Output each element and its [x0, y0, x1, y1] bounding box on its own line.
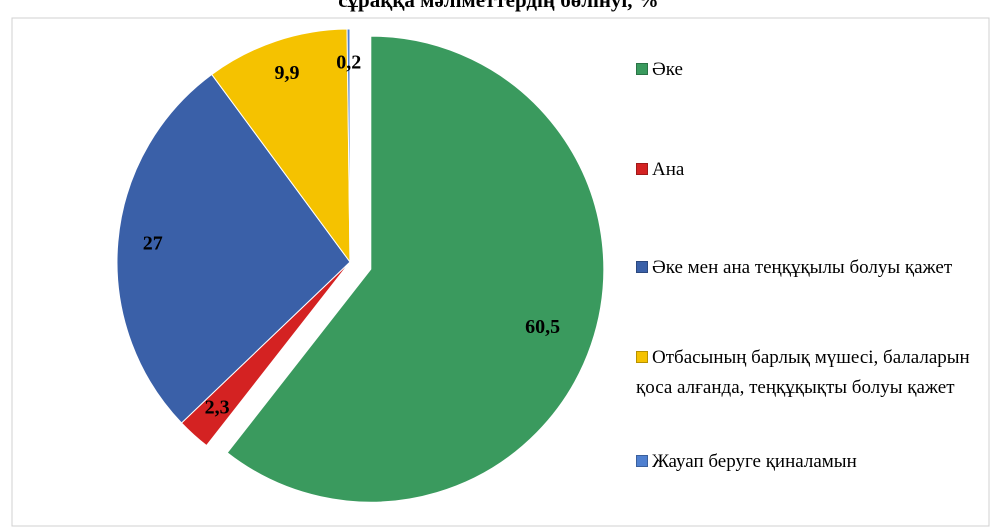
legend-swatch	[636, 261, 648, 273]
legend-item: Әке	[636, 55, 986, 85]
legend-label: Әке мен ана теңқұқылы болуы қажет	[652, 257, 953, 278]
legend-label: Әке	[652, 59, 683, 80]
data-label: 27	[143, 232, 163, 254]
legend-item: Жауап беруге қиналамын	[636, 447, 986, 477]
pie-slice	[226, 35, 605, 503]
legend-item: Отбасының барлық мүшесі, балаларын қоса …	[636, 343, 986, 403]
pie-slice	[211, 28, 351, 264]
data-label: 9,9	[274, 62, 299, 84]
legend-item: Ана	[636, 155, 986, 185]
legend-swatch	[636, 351, 648, 363]
legend-label: Жауап беруге қиналамын	[652, 451, 857, 472]
pie-slice	[346, 28, 351, 263]
legend-label: Отбасының барлық мүшесі, балаларын қоса …	[636, 347, 970, 398]
data-label: 0,2	[336, 52, 361, 74]
chart-frame	[11, 17, 990, 527]
legend-swatch	[636, 455, 648, 467]
pie-slice	[116, 73, 351, 424]
data-label: 2,3	[205, 396, 230, 418]
data-label: 60,5	[525, 316, 560, 338]
legend-swatch	[636, 163, 648, 175]
chart-title: сұраққа мәліметтердің бөлінуі, %	[338, 0, 659, 12]
legend-swatch	[636, 63, 648, 75]
legend-label: Ана	[652, 159, 685, 180]
legend-item: Әке мен ана теңқұқылы болуы қажет	[636, 253, 986, 283]
